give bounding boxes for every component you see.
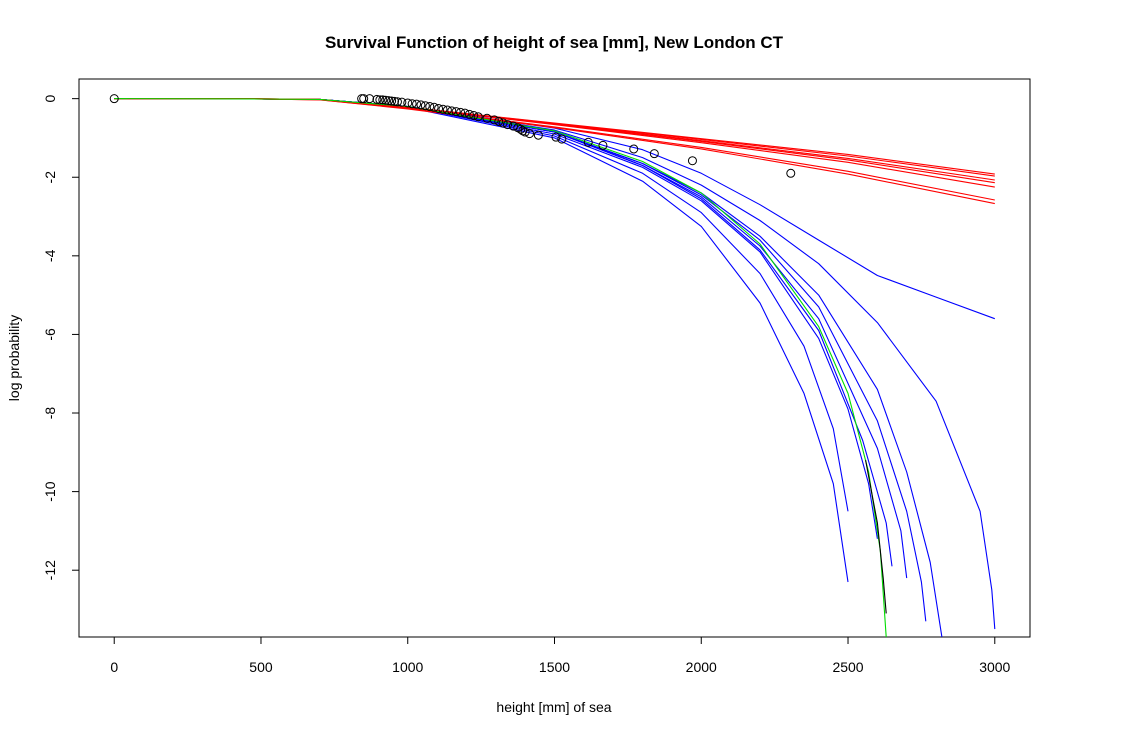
x-tick-label: 1500: [539, 659, 570, 675]
observed-point: [464, 109, 474, 119]
observed-point: [460, 108, 470, 118]
x-tick-label: 0: [110, 659, 118, 675]
observed-point: [359, 94, 369, 104]
y-tick-label: 0: [42, 95, 58, 103]
y-tick-label: -6: [42, 328, 58, 341]
observed-point: [451, 107, 461, 117]
y-axis-label: log probability: [6, 315, 22, 401]
observed-point: [412, 99, 422, 109]
blue-fit-line: [114, 98, 996, 630]
x-tick-label: 2000: [686, 659, 717, 675]
observed-point: [551, 132, 561, 142]
observed-point: [494, 116, 504, 126]
observed-point: [533, 130, 543, 140]
observed-point: [438, 104, 448, 114]
y-tick-label: -8: [42, 407, 58, 420]
green-fit-line: [114, 98, 887, 637]
observed-point: [403, 98, 413, 108]
observed-point: [516, 124, 526, 134]
black-fit-line: [865, 460, 887, 614]
observed-point: [420, 101, 430, 111]
observed-point: [429, 102, 439, 112]
observed-point: [786, 168, 796, 178]
y-tick-label: -2: [42, 171, 58, 184]
observed-point: [687, 156, 697, 166]
observed-point: [469, 111, 479, 121]
chart-title: Survival Function of height of sea [mm],…: [325, 33, 784, 52]
observed-point: [442, 105, 452, 115]
observed-point: [525, 129, 535, 139]
blue-fit-line: [114, 98, 927, 622]
fit-lines: [114, 98, 996, 637]
observed-point: [598, 140, 608, 150]
observed-point: [109, 94, 119, 104]
observed-point: [390, 96, 400, 106]
x-tick-label: 3000: [979, 659, 1010, 675]
observed-point: [416, 100, 426, 110]
observed-point: [583, 137, 593, 147]
x-axis-label: height [mm] of sea: [496, 699, 611, 715]
observed-point: [629, 144, 639, 154]
observed-point: [520, 127, 530, 137]
observed-point: [397, 97, 407, 107]
observed-point: [381, 95, 391, 105]
blue-fit-line: [114, 98, 893, 567]
observed-point: [473, 112, 483, 122]
red-fit-line: [114, 98, 995, 205]
observed-point: [456, 107, 466, 117]
y-tick-label: -4: [42, 249, 58, 262]
observed-point: [407, 99, 417, 109]
blue-fit-line: [114, 98, 878, 539]
red-fit-line: [114, 98, 995, 201]
plot-frame: [78, 78, 1031, 638]
blue-fit-line: [114, 98, 849, 583]
observed-point: [378, 95, 388, 105]
observed-points: [109, 94, 796, 178]
observed-point: [392, 97, 402, 107]
observed-point: [498, 118, 508, 128]
x-tick-label: 500: [249, 659, 273, 675]
observed-point: [365, 94, 375, 104]
observed-point: [375, 95, 385, 105]
observed-point: [425, 102, 435, 112]
observed-point: [387, 96, 397, 106]
observed-point: [503, 120, 513, 130]
observed-point: [357, 94, 367, 104]
x-tick-label: 2500: [832, 659, 863, 675]
observed-point: [508, 121, 518, 131]
x-axis: 0 500 1000 1500 2000 2500 3000: [110, 636, 1011, 675]
y-tick-label: -10: [42, 481, 58, 501]
y-tick-label: -12: [42, 560, 58, 580]
red-fit-line: [114, 98, 995, 181]
y-axis: 0 -2 -4 -6 -8 -10 -12: [42, 95, 80, 580]
observed-point: [489, 115, 499, 125]
x-tick-label: 1000: [392, 659, 423, 675]
observed-point: [649, 149, 659, 159]
observed-point: [384, 96, 394, 106]
blue-fit-line: [114, 98, 849, 512]
observed-point: [447, 106, 457, 116]
observed-point: [557, 134, 567, 144]
observed-point: [372, 94, 382, 104]
observed-point: [434, 103, 444, 113]
blue-fit-line: [114, 98, 943, 637]
